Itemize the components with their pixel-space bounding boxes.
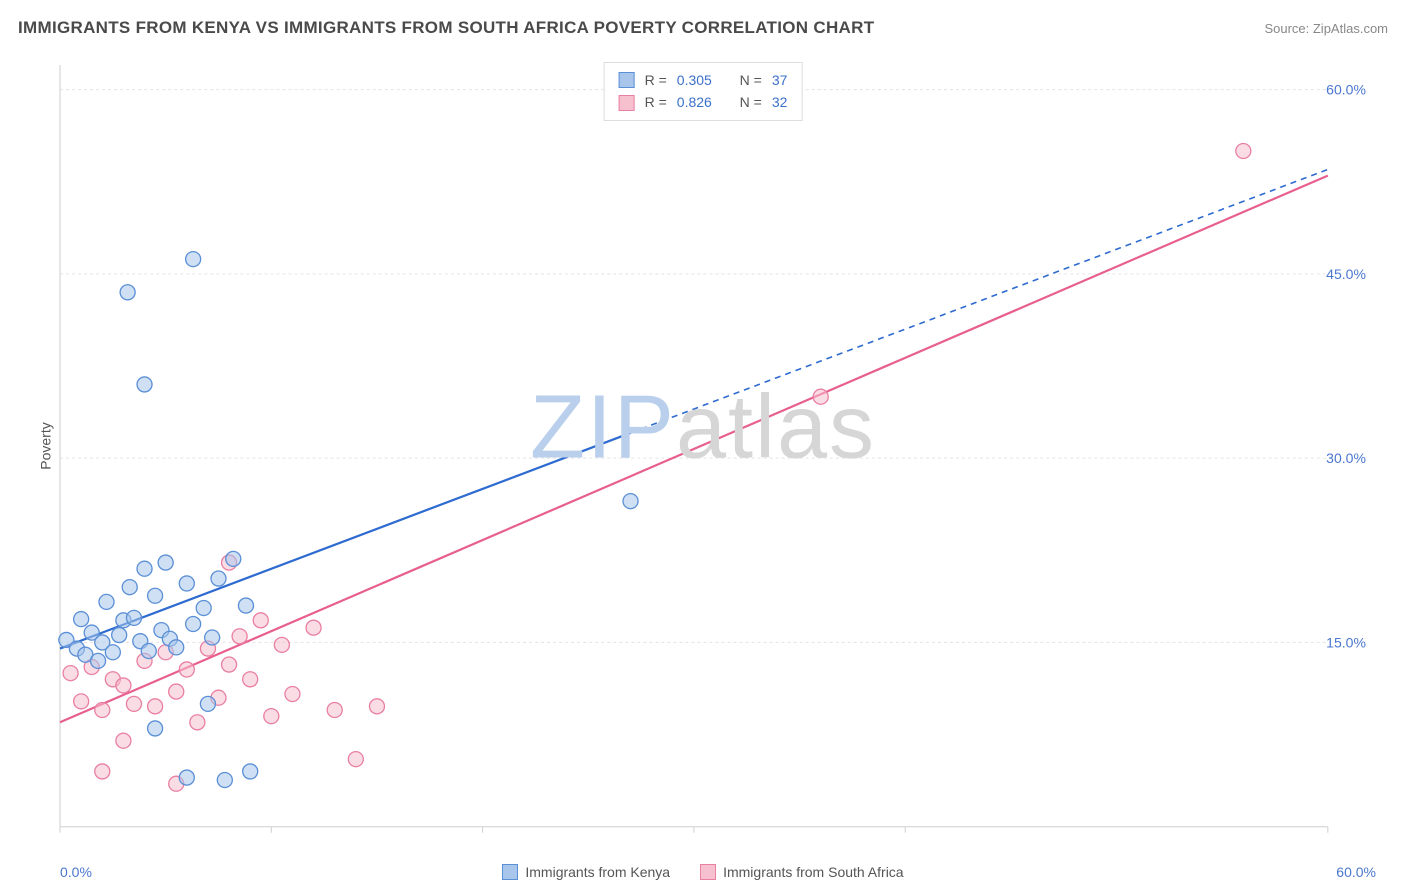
kenya-swatch-icon (619, 72, 635, 88)
svg-text:60.0%: 60.0% (1326, 82, 1366, 98)
r-value-sa: 0.826 (677, 91, 712, 113)
chart-area: 15.0% 30.0% 45.0% 60.0% (55, 60, 1388, 842)
kenya-swatch-icon (502, 864, 518, 880)
svg-text:15.0%: 15.0% (1326, 634, 1366, 650)
stats-row-sa: R = 0.826 N = 32 (619, 91, 788, 113)
y-axis-label: Poverty (38, 422, 54, 469)
r-value-kenya: 0.305 (677, 69, 712, 91)
legend-item-kenya: Immigrants from Kenya (502, 864, 670, 880)
n-label: N = (740, 69, 762, 91)
svg-text:45.0%: 45.0% (1326, 266, 1366, 282)
correlation-stats-box: R = 0.305 N = 37 R = 0.826 N = 32 (604, 62, 803, 121)
chart-title: IMMIGRANTS FROM KENYA VS IMMIGRANTS FROM… (18, 18, 874, 38)
bottom-legend: Immigrants from Kenya Immigrants from So… (0, 864, 1406, 880)
source-attribution: Source: ZipAtlas.com (1264, 21, 1388, 36)
r-label: R = (645, 91, 667, 113)
stats-row-kenya: R = 0.305 N = 37 (619, 69, 788, 91)
sa-swatch-icon (700, 864, 716, 880)
sa-swatch-icon (619, 95, 635, 111)
svg-text:30.0%: 30.0% (1326, 450, 1366, 466)
legend-item-sa: Immigrants from South Africa (700, 864, 904, 880)
n-label: N = (740, 91, 762, 113)
legend-label-sa: Immigrants from South Africa (723, 864, 904, 880)
r-label: R = (645, 69, 667, 91)
n-value-sa: 32 (772, 91, 788, 113)
legend-label-kenya: Immigrants from Kenya (525, 864, 670, 880)
scatter-plot: 15.0% 30.0% 45.0% 60.0% (55, 60, 1388, 842)
n-value-kenya: 37 (772, 69, 788, 91)
